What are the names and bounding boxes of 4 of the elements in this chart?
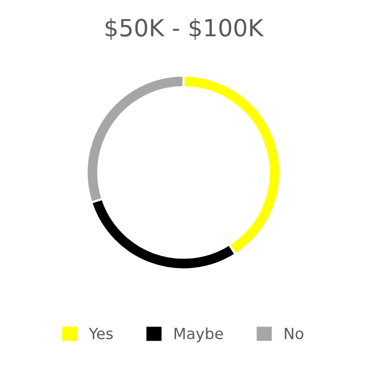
chart-title: $50K - $100K	[106, 18, 264, 40]
legend-label: No	[284, 328, 304, 340]
legend-label: Yes	[88, 328, 113, 340]
legend-label: Maybe	[174, 327, 223, 342]
